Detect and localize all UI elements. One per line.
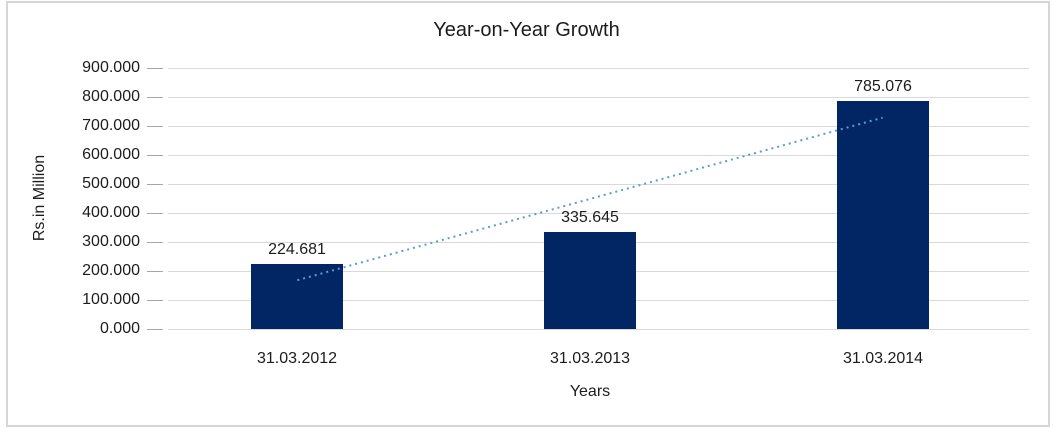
bar-value-label: 335.645 [561,209,619,226]
x-axis-title: Years [569,383,611,400]
y-tick-mark [147,68,163,69]
y-tick-mark [147,126,163,127]
y-tick-label: 200.000 [82,262,140,279]
y-tick-mark [147,184,163,185]
chart-title: Year-on-Year Growth [433,19,620,41]
y-tick-mark [147,155,163,156]
y-tick-label: 700.000 [82,117,140,134]
bar-value-label: 224.681 [268,241,326,258]
bar [251,263,343,329]
y-tick-mark [147,329,163,330]
y-tick-mark [147,213,163,214]
y-tick-label: 100.000 [82,291,140,308]
y-tick-label: 300.000 [82,233,140,250]
x-tick-label: 31.03.2013 [549,350,631,367]
x-tick-label: 31.03.2012 [256,350,338,367]
y-tick-label: 900.000 [82,59,140,76]
bar-value-label: 785.076 [854,78,912,95]
y-tick-mark [147,242,163,243]
y-tick-label: 800.000 [82,88,140,105]
y-tick-label: 400.000 [82,204,140,221]
y-tick-mark [147,300,163,301]
x-tick-label: 31.03.2014 [842,350,924,367]
y-gridline [168,329,1029,330]
bar [837,101,929,329]
y-gridline [168,68,1029,69]
y-tick-label: 600.000 [82,146,140,163]
y-tick-mark [147,97,163,98]
y-tick-label: 500.000 [82,175,140,192]
y-gridline [168,97,1029,98]
bar [544,231,636,329]
y-tick-label: 0.000 [99,320,140,337]
y-tick-mark [147,271,163,272]
